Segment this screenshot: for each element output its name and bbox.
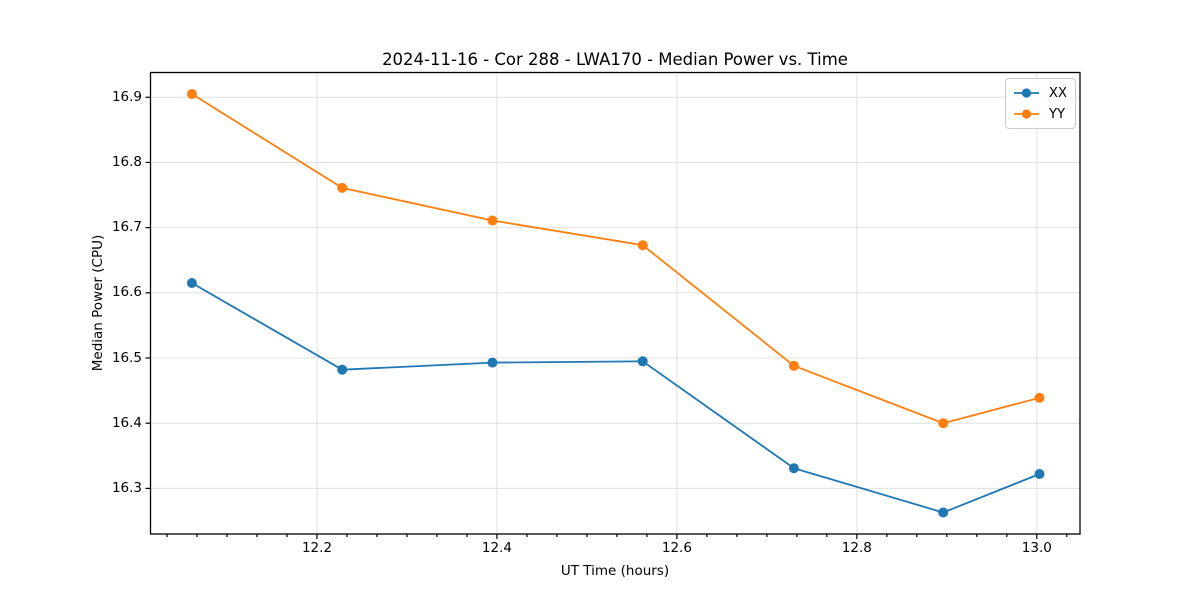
series-line-yy — [190, 93, 1041, 425]
axis-ticks — [145, 96, 1068, 539]
data-point-marker — [637, 240, 648, 251]
data-point-marker — [1034, 469, 1045, 479]
data-point-marker — [487, 357, 498, 368]
chart-title: 2024-11-16 - Cor 288 - LWA170 - Median P… — [382, 50, 848, 69]
x-tick-label: 12.6 — [661, 540, 692, 556]
data-point-marker — [938, 418, 949, 429]
data-point-marker — [186, 89, 197, 99]
legend-entry-yy: YY — [1013, 105, 1067, 123]
data-point-marker — [938, 507, 949, 518]
legend-label: YY — [1049, 106, 1066, 122]
legend-entry-xx: XX — [1013, 84, 1067, 102]
y-tick-label: 16.9 — [111, 88, 142, 105]
x-tick-label: 12.2 — [301, 540, 333, 556]
y-tick-label: 16.6 — [111, 284, 142, 301]
series-markers-yy — [186, 89, 1045, 429]
series-markers-xx — [186, 278, 1045, 518]
x-axis-label: UT Time (hours) — [560, 563, 670, 579]
gridlines — [150, 72, 1080, 534]
data-point-marker — [337, 182, 348, 193]
y-tick-label: 16.7 — [111, 219, 142, 236]
y-tick-label: 16.4 — [111, 414, 142, 431]
x-tick-label: 13.0 — [1021, 540, 1052, 556]
plot-border — [149, 71, 1081, 535]
legend-marker — [1021, 109, 1032, 119]
x-tick-label: 12.8 — [841, 540, 872, 556]
data-point-marker — [788, 360, 799, 371]
legend-label: XX — [1048, 85, 1067, 101]
y-tick-label: 16.5 — [111, 349, 142, 366]
series-line-xx — [190, 282, 1041, 514]
data-point-marker — [637, 356, 648, 367]
data-point-marker — [186, 278, 197, 288]
data-point-marker — [1034, 392, 1045, 403]
y-tick-label: 16.8 — [111, 154, 142, 170]
data-point-marker — [337, 364, 348, 375]
data-point-marker — [487, 215, 498, 226]
x-tick-label: 12.4 — [481, 540, 512, 556]
y-tick-label: 16.3 — [111, 479, 142, 496]
data-point-marker — [788, 463, 799, 474]
legend-marker — [1021, 88, 1032, 98]
legend-line-sample — [1014, 109, 1039, 119]
legend: XX YY — [1005, 78, 1076, 129]
legend-line-sample — [1014, 88, 1039, 98]
y-axis-label: Median Power (CPU) — [90, 234, 106, 372]
